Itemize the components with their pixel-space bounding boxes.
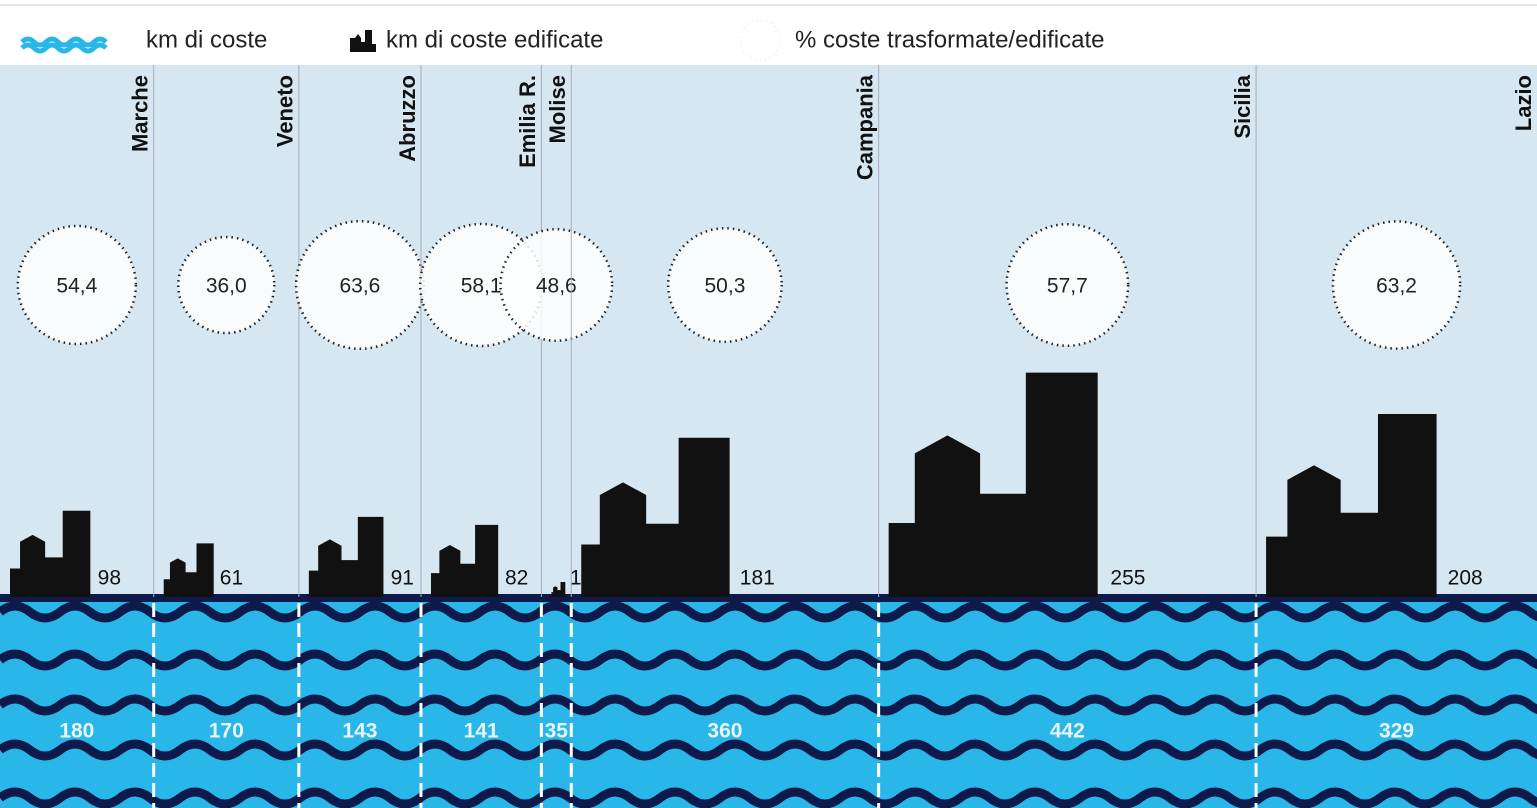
coast-km-label: 170 — [209, 720, 244, 743]
skyline — [163, 543, 214, 597]
legend: km di coste km di coste edificate % cost… — [20, 19, 1104, 61]
waves — [0, 601, 1537, 808]
coast-km-label: 329 — [1379, 720, 1414, 743]
legend-wave-icon — [20, 36, 108, 54]
skyline — [551, 582, 566, 597]
percent-label: 63,6 — [339, 275, 380, 298]
percent-circle — [16, 224, 138, 346]
built-km-label: 61 — [220, 567, 243, 590]
built-km-label: 82 — [505, 567, 528, 590]
coast-km-label: 143 — [342, 720, 377, 743]
percent-label: 48,6 — [536, 275, 577, 298]
legend-circle-icon — [739, 19, 781, 61]
region-label: Emilia R. — [515, 75, 540, 168]
skyline — [888, 372, 1098, 597]
skyline — [10, 510, 91, 597]
legend-label: km di coste — [146, 26, 267, 53]
skyline — [1266, 413, 1437, 597]
wave — [0, 601, 1537, 623]
sea — [0, 597, 1537, 808]
coast-km-label: 141 — [464, 720, 499, 743]
percent-circle — [666, 227, 783, 343]
region-label: Sicilia — [1230, 74, 1255, 138]
shore-line — [0, 594, 1537, 602]
skyline — [430, 524, 499, 597]
built-km-label: 98 — [98, 567, 121, 590]
legend-skyline-icon — [350, 30, 376, 52]
region-label: Lazio — [1511, 75, 1536, 131]
coast-km-label: 360 — [707, 720, 742, 743]
legend-label: km di coste edificate — [386, 26, 603, 53]
coast-km-label: 180 — [59, 720, 94, 743]
percent-label: 50,3 — [705, 275, 746, 298]
percent-circle — [1005, 222, 1130, 348]
coast-km-label: 35 — [545, 720, 569, 743]
wave — [0, 649, 1537, 671]
percent-circle — [499, 227, 614, 343]
percent-circle — [177, 235, 276, 335]
coast-km-label: 442 — [1050, 720, 1085, 743]
percent-label: 57,7 — [1047, 275, 1088, 298]
region-label: Abruzzo — [395, 75, 420, 162]
region-label: Molise — [545, 75, 570, 143]
skyline — [308, 516, 384, 597]
region-label: Marche — [128, 75, 153, 152]
wave — [0, 694, 1537, 716]
built-km-label: 181 — [740, 567, 775, 590]
percent-circle — [1331, 220, 1462, 350]
percent-label: 36,0 — [206, 275, 247, 298]
region-label: Veneto — [273, 75, 298, 147]
percent-label: 58,1 — [461, 275, 502, 298]
legend-label: % coste trasformate/edificate — [795, 26, 1104, 53]
percent-label: 54,4 — [56, 275, 97, 298]
percent-label: 63,2 — [1376, 275, 1417, 298]
region-label: Campania — [852, 74, 877, 180]
skyline — [581, 437, 730, 597]
wave — [0, 787, 1537, 808]
wave — [0, 739, 1537, 761]
built-km-label: 208 — [1448, 567, 1483, 590]
built-km-label: 255 — [1110, 567, 1145, 590]
built-km-label: 91 — [391, 567, 414, 590]
sky — [0, 65, 1537, 597]
